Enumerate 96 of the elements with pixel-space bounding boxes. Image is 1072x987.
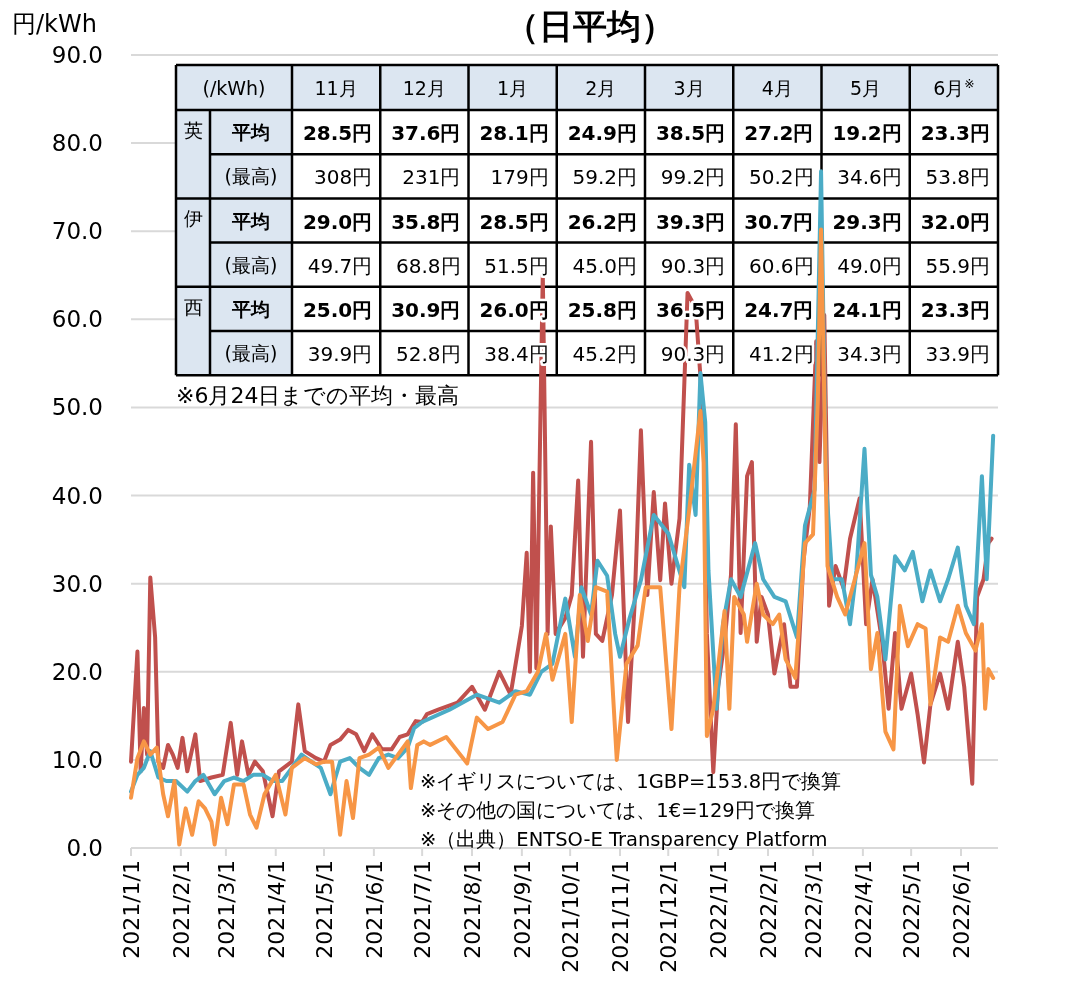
- y-tick-label: 30.0: [51, 570, 103, 597]
- data-label: 28.1円: [479, 121, 549, 146]
- data-label: 28.5円: [479, 209, 549, 234]
- data-label: 33.9円: [925, 342, 990, 367]
- data-label: 24.9円: [567, 121, 637, 146]
- x-tick-label: 6月$^{※}$: [933, 76, 975, 99]
- data-label: 60.6円: [748, 253, 814, 278]
- data-label: 34.6円: [837, 165, 902, 190]
- data-label: 25.0円: [302, 297, 373, 322]
- y-tick-label: (最高): [224, 342, 278, 365]
- y-tick-label: 60.0: [51, 306, 103, 333]
- data-label: 49.7円: [307, 253, 373, 278]
- annotation: ※（出典）ENTSO-E Transparency Platform: [420, 828, 828, 851]
- data-label: 308円: [314, 165, 373, 190]
- y-tick-label: 50.0: [51, 394, 103, 421]
- data-label: 35.8円: [391, 209, 461, 234]
- x-tick-label: 2021/10/1: [557, 860, 583, 973]
- data-label: 50.2円: [748, 165, 814, 190]
- x-tick-label: 3月: [673, 76, 705, 99]
- x-tick-label: 2021/9/1: [509, 860, 535, 959]
- x-tick-label: 2021/2/1: [168, 860, 194, 959]
- data-label: 45.2円: [572, 342, 637, 367]
- y-tick-label: (最高): [224, 165, 278, 188]
- x-tick-label: 2022/1/1: [705, 860, 731, 959]
- data-label: 52.8円: [395, 342, 461, 367]
- y2-tick-label: 伊: [183, 207, 203, 230]
- y-tick-label: (最高): [224, 253, 278, 276]
- data-label: 30.9円: [391, 297, 461, 322]
- x-tick-label: 2021/11/1: [607, 860, 633, 973]
- data-label: 53.8円: [925, 165, 990, 190]
- y-tick-label: 40.0: [51, 482, 103, 509]
- data-label: 23.3円: [920, 121, 990, 146]
- x-tick-label: 2021/1/1: [118, 860, 144, 959]
- data-label: 38.5円: [655, 121, 726, 146]
- data-label: 45.0円: [572, 253, 637, 278]
- data-label: 26.2円: [567, 209, 637, 234]
- x-tick-label: 2021/7/1: [409, 860, 435, 959]
- chart-title: （日平均）: [505, 6, 675, 46]
- x-tick-label: 2022/4/1: [850, 860, 876, 959]
- annotation: ※イギリスについては、1GBP=153.8円で換算: [420, 770, 842, 793]
- x-tick-label: 2021/4/1: [263, 860, 289, 959]
- data-label: 179円: [490, 165, 549, 190]
- data-label: 24.1円: [832, 297, 902, 322]
- data-label: 68.8円: [395, 253, 461, 278]
- y-tick-label: 70.0: [51, 218, 103, 245]
- x-tick-label: 2021/8/1: [459, 860, 485, 959]
- data-label: 25.8円: [567, 297, 637, 322]
- y-tick-label: 80.0: [51, 130, 103, 157]
- data-label: 90.3円: [660, 253, 726, 278]
- y2-tick-label: 西: [183, 295, 203, 318]
- y-tick-label: 平均: [231, 121, 270, 144]
- data-label: 27.2円: [744, 121, 814, 146]
- y2-tick-label: 英: [183, 119, 203, 141]
- data-label: 99.2円: [660, 165, 726, 190]
- x-tick-label: 2月: [585, 76, 617, 99]
- data-label: 29.0円: [302, 209, 373, 234]
- data-label: 49.0円: [837, 253, 902, 278]
- x-tick-label: 5月: [850, 76, 882, 99]
- data-label: 32.0円: [920, 209, 990, 234]
- data-label: 29.3円: [832, 209, 902, 234]
- y-tick-label: 20.0: [51, 658, 103, 685]
- data-label: 39.3円: [655, 209, 726, 234]
- x-tick-label: 2022/6/1: [948, 860, 974, 959]
- y-axis-title: (/kWh): [202, 76, 266, 99]
- y-tick-label: 平均: [231, 209, 270, 232]
- x-tick-label: 2022/2/1: [755, 860, 781, 959]
- x-tick-label: 2022/3/1: [800, 860, 826, 959]
- annotation: ※6月24日までの平均・最高: [176, 383, 460, 409]
- data-label: 51.5円: [484, 253, 549, 278]
- x-tick-label: 2021/6/1: [361, 860, 387, 959]
- x-tick-label: 2022/5/1: [898, 860, 924, 959]
- data-label: 41.2円: [748, 342, 814, 367]
- y-tick-label: 10.0: [51, 746, 103, 773]
- data-label: 30.7円: [744, 209, 814, 234]
- data-label: 59.2円: [572, 165, 637, 190]
- annotation: ※その他の国については、1€=129円で換算: [420, 799, 815, 822]
- data-label: 231円: [402, 165, 461, 190]
- x-tick-label: 1月: [497, 76, 529, 99]
- x-tick-label: 4月: [761, 76, 793, 99]
- x-tick-label: 11月: [314, 76, 358, 99]
- data-label: 55.9円: [925, 253, 990, 278]
- data-label: 37.6円: [391, 121, 461, 146]
- data-label: 34.3円: [837, 342, 902, 367]
- y-tick-label: 0.0: [66, 835, 103, 861]
- x-tick-label: 12月: [402, 76, 446, 99]
- y-axis-title: 円/kWh: [12, 10, 97, 38]
- x-tick-label: 2021/3/1: [213, 860, 239, 959]
- x-tick-label: 2021/5/1: [311, 860, 337, 959]
- data-label: 19.2円: [832, 121, 902, 146]
- y-tick-label: 平均: [231, 297, 270, 320]
- x-tick-label: 2021/12/1: [655, 860, 681, 973]
- y-tick-label: 90.0: [51, 42, 103, 68]
- data-label: 39.9円: [307, 342, 373, 367]
- data-label: 24.7円: [744, 297, 814, 322]
- data-label: 28.5円: [302, 121, 373, 146]
- data-label: 23.3円: [920, 297, 990, 322]
